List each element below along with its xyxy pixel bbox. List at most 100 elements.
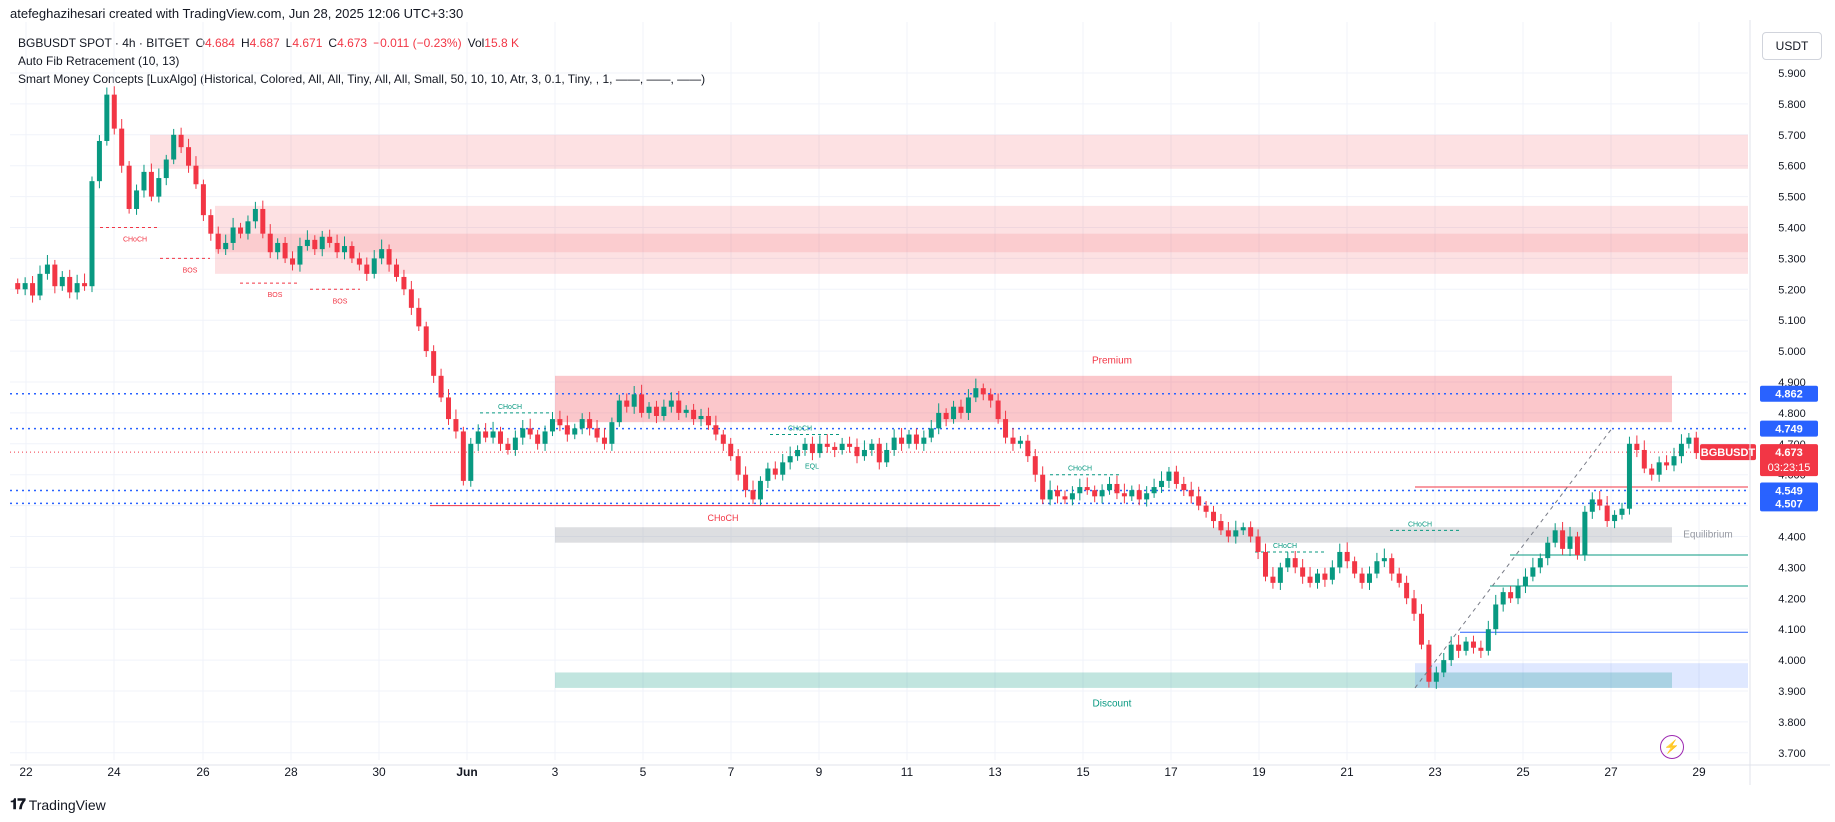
price-tick-label: 5.500 bbox=[1778, 192, 1806, 204]
candle-body bbox=[30, 283, 36, 296]
candle-body bbox=[215, 233, 221, 250]
candle-body bbox=[1107, 483, 1113, 491]
candle-body bbox=[230, 227, 236, 243]
candle-body bbox=[1277, 567, 1283, 583]
candle-body bbox=[156, 178, 162, 197]
premium-label: Premium bbox=[1092, 355, 1132, 366]
candle-body bbox=[1411, 598, 1417, 614]
candle-body bbox=[1010, 437, 1016, 444]
candle-body bbox=[958, 406, 964, 413]
candle-body bbox=[260, 208, 266, 234]
candle-body bbox=[1263, 551, 1269, 577]
candle-body bbox=[200, 184, 206, 216]
candle-body bbox=[275, 242, 281, 253]
candle-body bbox=[1025, 440, 1031, 457]
candle-body bbox=[861, 449, 867, 457]
candle-body bbox=[735, 456, 741, 475]
candle-body bbox=[290, 258, 296, 265]
candle-body bbox=[505, 443, 511, 450]
candle-body bbox=[141, 171, 147, 191]
candle-body bbox=[1129, 490, 1135, 497]
candle-body bbox=[1582, 511, 1588, 556]
candle-body bbox=[772, 468, 778, 475]
candle-body bbox=[921, 437, 927, 444]
candle-body bbox=[1314, 573, 1320, 583]
candle-body bbox=[1136, 490, 1142, 500]
candle-body bbox=[676, 400, 682, 413]
candle-body bbox=[1508, 592, 1514, 599]
bos-label: BOS bbox=[268, 292, 283, 299]
symbol-badge-label: BGBUSDT bbox=[1701, 447, 1756, 459]
candle-body bbox=[668, 400, 674, 407]
choch-label: CHoCH bbox=[1273, 543, 1297, 550]
candle-body bbox=[594, 428, 600, 438]
candle-body bbox=[1121, 493, 1127, 497]
candle-body bbox=[1285, 558, 1291, 568]
price-tick-label: 5.100 bbox=[1778, 315, 1806, 327]
price-tick-label: 3.900 bbox=[1778, 686, 1806, 698]
premium-zone bbox=[555, 375, 1672, 423]
candle-body bbox=[334, 242, 340, 253]
candle-body bbox=[713, 425, 719, 435]
candle-body bbox=[795, 449, 801, 457]
time-tick-label: 19 bbox=[1252, 765, 1266, 779]
candle-body bbox=[1181, 483, 1187, 491]
candle-body bbox=[1597, 499, 1603, 506]
candle-body bbox=[1574, 536, 1580, 556]
candle-body bbox=[817, 443, 823, 454]
candle-body bbox=[549, 419, 555, 432]
lightning-icon[interactable]: ⚡ bbox=[1660, 735, 1684, 759]
time-tick-label: 22 bbox=[19, 765, 33, 779]
candle-body bbox=[1173, 471, 1179, 484]
price-tick-label: 5.000 bbox=[1778, 346, 1806, 358]
indicator-fib[interactable]: Auto Fib Retracement (10, 13) bbox=[18, 54, 180, 68]
currency-button[interactable]: USDT bbox=[1762, 32, 1822, 60]
candle-body bbox=[163, 159, 169, 179]
candle-body bbox=[653, 406, 659, 416]
candle-body bbox=[1196, 496, 1202, 506]
candle-body bbox=[208, 215, 214, 234]
indicator-smc[interactable]: Smart Money Concepts [LuxAlgo] (Historic… bbox=[18, 72, 706, 86]
candle-body bbox=[913, 434, 919, 444]
candle-body bbox=[1626, 443, 1632, 509]
candle-body bbox=[67, 276, 73, 293]
candle-body bbox=[245, 221, 251, 234]
candle-body bbox=[691, 409, 697, 420]
candle-body bbox=[1567, 536, 1573, 549]
candle-body bbox=[1069, 493, 1075, 500]
candle-body bbox=[252, 208, 258, 222]
candle-body bbox=[22, 283, 28, 290]
tv-mark-icon: 𝟏𝟕 bbox=[10, 796, 26, 813]
candle-body bbox=[579, 419, 585, 429]
candle-body bbox=[371, 258, 377, 274]
time-tick-label: 28 bbox=[284, 765, 298, 779]
candle-body bbox=[238, 227, 244, 234]
fib-price-label: 4.862 bbox=[1775, 389, 1803, 401]
fib-anchor-line bbox=[1414, 428, 1613, 689]
candle-body bbox=[1463, 641, 1469, 651]
candle-body bbox=[995, 400, 1001, 420]
candle-body bbox=[1003, 419, 1009, 438]
time-tick-label: 27 bbox=[1604, 765, 1618, 779]
tradingview-logo: 𝟏𝟕 TradingView bbox=[10, 796, 106, 813]
candle-body bbox=[1441, 660, 1447, 673]
candle-body bbox=[557, 419, 563, 426]
candle-body bbox=[1233, 530, 1239, 537]
candle-body bbox=[951, 406, 957, 420]
candle-body bbox=[134, 190, 140, 209]
symbol-info[interactable]: BGBUSDT SPOT · 4h · BITGET bbox=[18, 36, 190, 50]
candle-body bbox=[364, 264, 370, 274]
eql-label: EQL bbox=[805, 464, 819, 471]
candle-body bbox=[847, 443, 853, 447]
candle-body bbox=[854, 446, 860, 457]
fib-price-badge bbox=[1760, 385, 1818, 402]
candle-body bbox=[1641, 449, 1647, 469]
candle-body bbox=[720, 434, 726, 444]
bos-label: BOS bbox=[333, 298, 348, 305]
price-tick-label: 5.300 bbox=[1778, 253, 1806, 265]
price-tick-label: 5.900 bbox=[1778, 68, 1806, 80]
candle-body bbox=[1055, 490, 1061, 497]
candle-body bbox=[1240, 527, 1246, 531]
candle-body bbox=[327, 236, 333, 243]
